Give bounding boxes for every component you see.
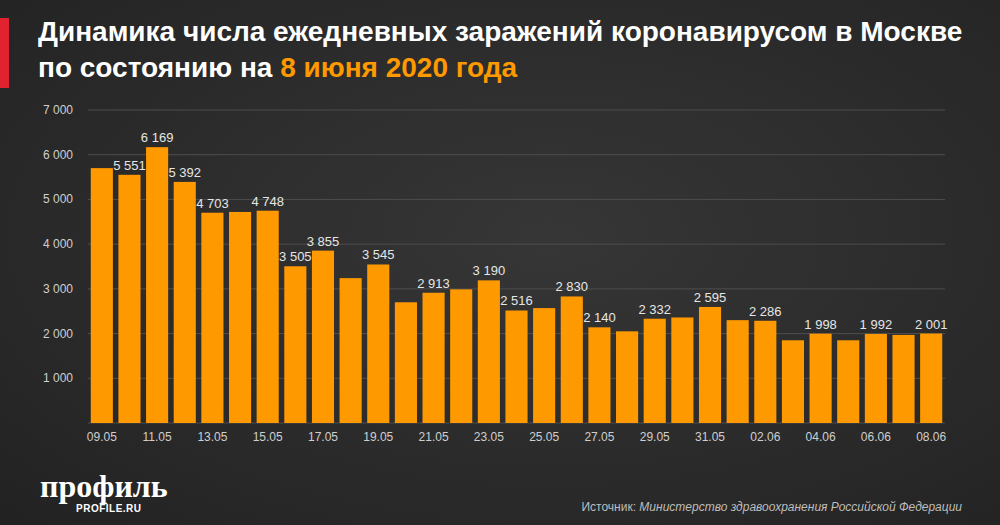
grid-line [88, 154, 945, 155]
bar [284, 266, 306, 423]
bar [146, 147, 168, 423]
data-label: 2 286 [749, 304, 782, 319]
bar [644, 319, 666, 423]
x-tick-label: 13.05 [197, 430, 227, 444]
y-axis: 1 000 2 000 3 000 4 000 5 000 6 000 7 000 [43, 103, 945, 423]
data-label: 2 332 [638, 302, 671, 317]
data-label: 3 505 [279, 249, 312, 264]
brand-site: PROFILE.RU [76, 503, 142, 514]
data-label: 6 169 [141, 130, 174, 145]
y-tick-label: 5 000 [43, 192, 73, 206]
x-tick-label: 15.05 [253, 430, 283, 444]
data-label: 3 545 [362, 247, 395, 262]
bar [505, 310, 527, 423]
data-label: 1 998 [804, 317, 837, 332]
bar [892, 335, 914, 423]
x-tick-label: 25.05 [529, 430, 559, 444]
bar [837, 340, 859, 423]
bar [616, 331, 638, 423]
x-axis: 09.05 11.05 13.05 15.05 17.05 19.05 21.05 23.05… [87, 430, 947, 444]
bar [340, 278, 362, 423]
title: Динамика числа ежедневных заражений коро… [38, 14, 983, 86]
background: Динамика числа ежедневных заражений коро… [0, 0, 1000, 525]
title-highlight: 8 июня 2020 года [280, 52, 517, 83]
x-tick-label: 06.06 [861, 430, 891, 444]
bar [118, 175, 140, 423]
bar [533, 308, 555, 423]
grid-line [88, 110, 945, 111]
data-label: 5 392 [168, 165, 201, 180]
data-label: 1 992 [860, 317, 893, 332]
bar [423, 293, 445, 423]
y-tick-label: 2 000 [43, 327, 73, 341]
bar [920, 334, 942, 423]
bar [450, 289, 472, 423]
accent-bar [0, 18, 9, 88]
source-text: Министерство здравоохранения Российской … [639, 500, 962, 514]
bar [727, 320, 749, 423]
bar [229, 212, 251, 423]
x-tick-label: 08.06 [916, 430, 946, 444]
bar [699, 307, 721, 423]
bar [312, 251, 334, 423]
data-label: 2 595 [694, 290, 727, 305]
bar [174, 182, 196, 423]
x-tick-label: 23.05 [474, 430, 504, 444]
bar [754, 321, 776, 423]
y-tick-label: 7 000 [43, 103, 73, 117]
x-tick-label: 31.05 [695, 430, 725, 444]
x-tick-label: 21.05 [419, 430, 449, 444]
data-label: 2 140 [583, 310, 616, 325]
bar [782, 340, 804, 423]
data-label: 5 551 [113, 158, 146, 173]
data-labels: 5 551 6 169 5 392 4 703 4 748 3 5053 855 3 545… [113, 130, 947, 332]
bars [91, 147, 942, 423]
x-tick-label: 19.05 [363, 430, 393, 444]
data-label: 3 855 [307, 234, 340, 249]
x-tick-label: 02.06 [750, 430, 780, 444]
bar [561, 296, 583, 423]
y-tick-label: 3 000 [43, 282, 73, 296]
source-label: Источник: [581, 500, 636, 514]
brand-text: профиль [40, 468, 168, 504]
bar [367, 264, 389, 423]
source: Источник: Министерство здравоохранения Р… [581, 500, 962, 514]
x-tick-label: 27.05 [584, 430, 614, 444]
data-label: 2 516 [500, 293, 533, 308]
bar [671, 317, 693, 423]
y-tick-label: 4 000 [43, 237, 73, 251]
bar [478, 280, 500, 423]
bar [865, 334, 887, 423]
bar [91, 168, 113, 423]
x-tick-label: 29.05 [640, 430, 670, 444]
y-tick-label: 6 000 [43, 148, 73, 162]
bar [810, 334, 832, 423]
brand: профиль [40, 470, 168, 502]
data-label: 2 830 [556, 279, 589, 294]
y-tick-label: 1 000 [43, 371, 73, 385]
bar [588, 327, 610, 423]
chart: 1 000 2 000 3 000 4 000 5 000 6 000 7 000 09.05… [0, 0, 1000, 525]
x-tick-label: 17.05 [308, 430, 338, 444]
bar [395, 302, 417, 423]
data-label: 2 913 [417, 276, 450, 291]
x-tick-label: 11.05 [143, 430, 172, 444]
bar [257, 211, 279, 423]
x-tick-label: 04.06 [806, 430, 836, 444]
data-label: 2 001 [915, 317, 948, 332]
bar [201, 213, 223, 423]
data-label: 4 748 [251, 194, 284, 209]
data-label: 3 190 [473, 263, 506, 278]
brand-site-text: PROFILE.RU [76, 503, 142, 514]
data-label: 4 703 [196, 196, 229, 211]
x-tick-label: 09.05 [87, 430, 117, 444]
